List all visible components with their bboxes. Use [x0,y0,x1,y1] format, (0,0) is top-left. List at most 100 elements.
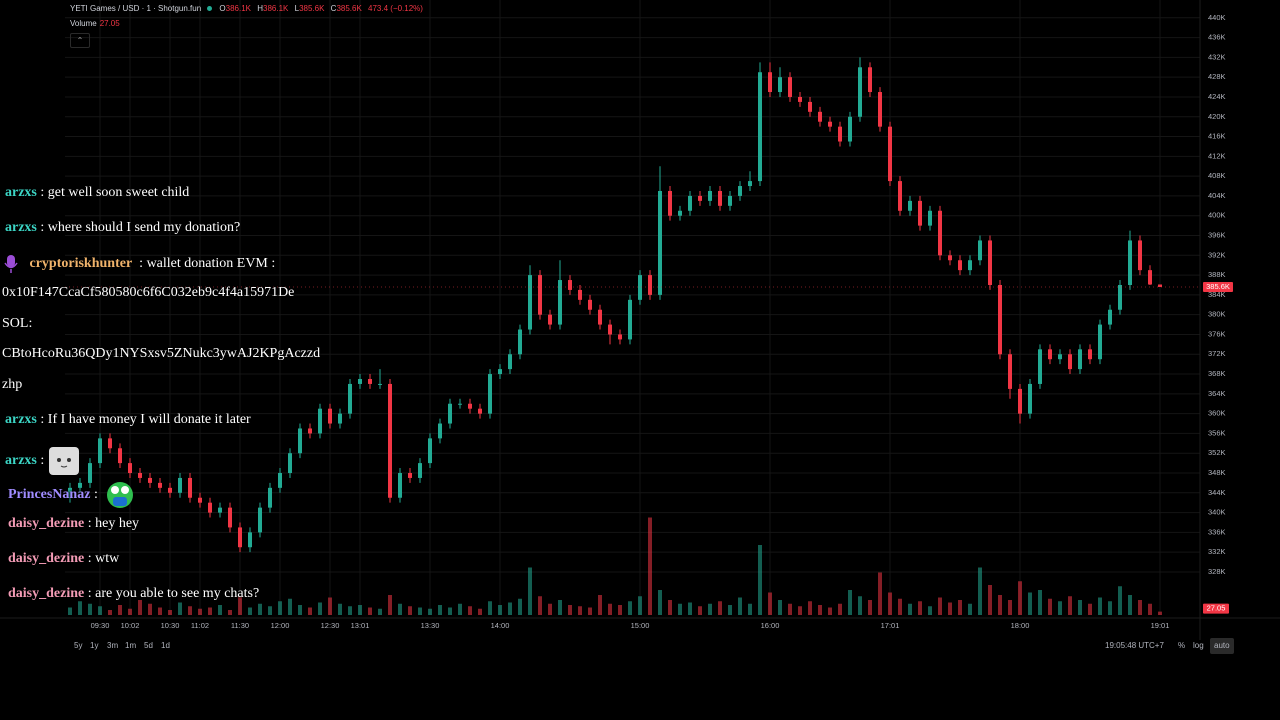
chat-separator: : [40,220,45,235]
candle-body [768,72,772,93]
volume-bar [198,608,202,615]
chat-continuation: zhp [2,377,23,392]
collapse-button[interactable]: ⌃ [70,33,90,48]
chat-separator: : [93,487,98,503]
candle-body [1138,240,1142,271]
volume-bar [918,601,922,615]
volume-tag [1203,603,1229,614]
range-button[interactable]: 3m [107,641,119,650]
chat-user: arzxs [5,185,37,200]
chat-user: daisy_dezine [8,516,85,531]
candle-body [108,438,112,449]
candle-body [638,275,642,300]
status-dot [207,6,213,11]
y-tick-label: 380K [1208,310,1226,319]
x-tick-label: 15:00 [631,621,650,630]
volume-bar [118,605,122,615]
candle-body [648,275,652,295]
ohlc-value: 386.1K [225,4,251,13]
y-tick-label: 392K [1208,250,1226,259]
volume-bar [928,606,932,615]
candle-body [448,403,452,424]
range-button[interactable]: 1y [90,641,99,650]
chat-separator: : [87,586,92,601]
y-tick-label: 416K [1208,132,1226,141]
candle-body [98,438,102,464]
volume-bar [618,605,622,615]
candle-body [798,96,802,102]
chat-text: where should I send my donation? [47,220,241,235]
candle-body [518,329,522,355]
range-button[interactable]: 5d [144,641,153,650]
candle-body [428,438,432,464]
volume-bar [138,600,142,615]
candle-body [1048,349,1052,360]
candle-body [698,195,702,201]
x-tick-label: 18:00 [1011,621,1030,630]
price-chart: 328K 332K 336K 340K 344K 348K 352K 356K 360K 364K… [0,0,1280,640]
volume-bar [788,603,792,615]
range-button[interactable]: 5y [74,641,83,650]
candle-body [1098,324,1102,360]
candle-body [1028,383,1032,414]
y-tick-label: 400K [1208,211,1226,220]
candle-body [1008,354,1012,389]
volume-bar [468,606,472,615]
volume-bar [878,572,882,615]
candle-body [338,413,342,424]
candle-body [258,507,262,533]
volume-bar [1118,586,1122,615]
x-tick-label: 17:01 [881,621,900,630]
volume-bar [328,597,332,615]
y-tick-label: 348K [1208,468,1226,477]
log-toggle[interactable]: log [1193,641,1204,650]
volume-bar [68,607,72,615]
volume-bar [1048,598,1052,615]
candle-body [328,408,332,424]
volume-bar [798,606,802,615]
chat-user: arzxs [5,220,37,235]
volume-value: 27.05 [99,19,120,28]
range-button[interactable]: 1d [161,641,170,650]
y-tick-label: 412K [1208,151,1226,160]
candle-body [188,477,192,498]
volume-bar [978,567,982,615]
change-value: 473.4 (−0.12%) [368,4,423,13]
volume-bar [498,605,502,615]
candle-body [808,101,812,112]
x-tick-label: 10:30 [161,621,180,630]
candle-body [218,507,222,513]
candle-body [788,77,792,97]
candle-body [858,67,862,117]
x-tick-label: 11:02 [191,621,209,630]
candle-body [968,260,972,271]
x-tick-label: 13:30 [421,621,440,630]
chat-continuation: SOL: [2,316,33,331]
candle-body [738,186,742,196]
auto-toggle[interactable]: auto [1210,638,1234,654]
candle-body [988,240,992,285]
volume-bar [408,606,412,615]
volume-bar [768,592,772,615]
x-tick-label: 14:00 [491,621,510,630]
y-tick-label: 436K [1208,33,1226,42]
candle-body [528,275,532,330]
volume-bar [888,592,892,615]
candle-body [878,92,882,127]
y-tick-label: 376K [1208,329,1226,338]
volume-bar [828,607,832,615]
volume-bar [588,607,592,615]
volume-bar [338,603,342,615]
volume-bar [1138,600,1142,615]
ohlc-label: C [330,4,337,13]
candle-body [148,477,152,483]
candle-body [1038,349,1042,384]
range-button[interactable]: 1m [125,641,137,650]
chat-user: daisy_dezine [8,586,85,601]
volume-bar [818,605,822,615]
volume-bar [488,601,492,615]
volume-bar [218,605,222,615]
percent-toggle[interactable]: % [1178,641,1186,650]
candle-body [208,502,212,513]
candle-body [908,200,912,211]
